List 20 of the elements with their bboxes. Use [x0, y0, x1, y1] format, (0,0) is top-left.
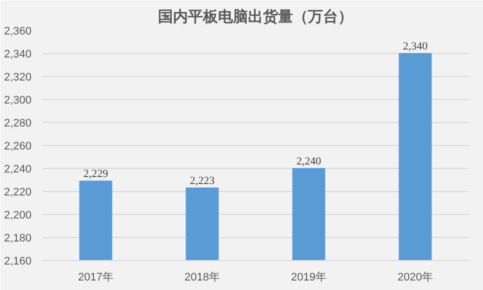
data-label: 2,229	[83, 168, 109, 180]
y-tick-label: 2,200	[4, 210, 32, 222]
x-tick-label: 2018年	[184, 272, 220, 284]
x-tick-label: 2019年	[291, 272, 326, 284]
y-tick-label: 2,300	[4, 94, 32, 106]
y-tick-label: 2,360	[4, 26, 32, 38]
data-label: 2,340	[402, 40, 428, 52]
y-tick-label: 2,220	[4, 186, 32, 198]
y-tick-label: 2,340	[4, 48, 32, 60]
y-tick-label: 2,260	[4, 140, 32, 152]
x-tick-label: 2017年	[78, 272, 114, 284]
y-tick-label: 2,320	[4, 72, 32, 84]
y-tick-label: 2,240	[4, 164, 32, 176]
x-tick-label: 2020年	[398, 272, 433, 284]
data-label: 2,223	[190, 175, 216, 188]
y-tick-label: 2,280	[4, 118, 32, 130]
y-tick-label: 2,180	[4, 232, 32, 244]
y-tick-label: 2,160	[4, 256, 32, 268]
chart-title: 国内平板电脑出货量（万台）	[158, 8, 353, 26]
data-label: 2,240	[296, 156, 322, 168]
